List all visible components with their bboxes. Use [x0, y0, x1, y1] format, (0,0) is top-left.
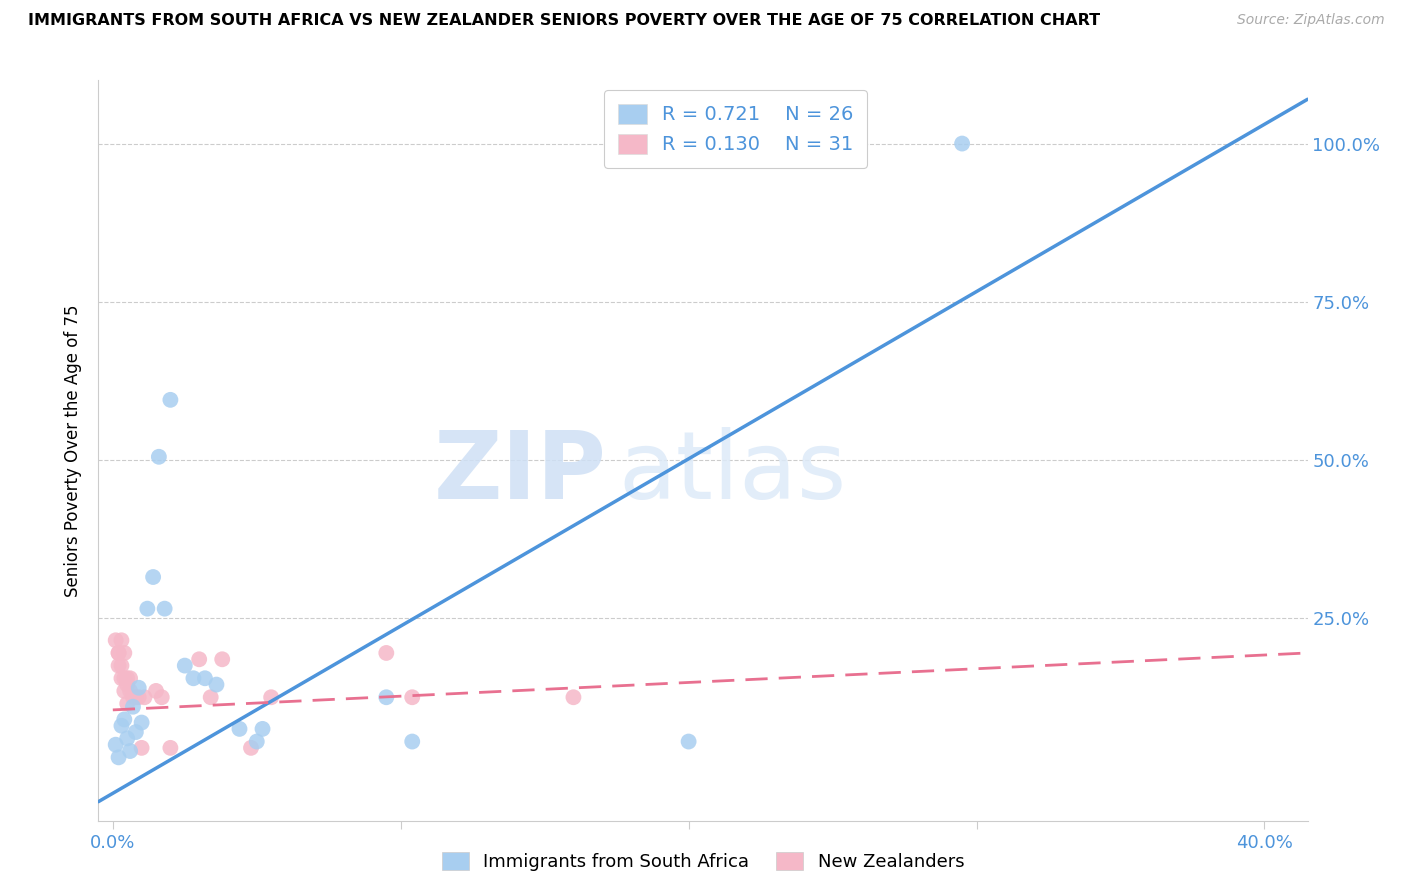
Point — [136, 601, 159, 615]
Point — [115, 677, 138, 691]
Point — [205, 677, 228, 691]
Point — [159, 740, 181, 755]
Point — [112, 712, 135, 726]
Text: Source: ZipAtlas.com: Source: ZipAtlas.com — [1237, 13, 1385, 28]
Point — [107, 646, 129, 660]
Point — [260, 690, 283, 705]
Point — [159, 392, 181, 407]
Point — [131, 715, 153, 730]
Point — [678, 734, 700, 748]
Point — [246, 734, 269, 748]
Point — [562, 690, 585, 705]
Point — [120, 744, 142, 758]
Point — [145, 684, 167, 698]
Point — [122, 699, 145, 714]
Point — [401, 690, 423, 705]
Point — [150, 690, 173, 705]
Point — [134, 690, 156, 705]
Point — [183, 671, 205, 685]
Point — [211, 652, 233, 666]
Point — [153, 601, 176, 615]
Point — [228, 722, 250, 736]
Point — [188, 652, 211, 666]
Point — [200, 690, 222, 705]
Point — [252, 722, 274, 736]
Point — [115, 697, 138, 711]
Text: ZIP: ZIP — [433, 426, 606, 518]
Point — [107, 646, 129, 660]
Point — [950, 136, 973, 151]
Point — [120, 671, 142, 685]
Point — [112, 646, 135, 660]
Legend: R = 0.721    N = 26, R = 0.130    N = 31: R = 0.721 N = 26, R = 0.130 N = 31 — [605, 90, 868, 168]
Point — [110, 633, 132, 648]
Point — [125, 725, 148, 739]
Point — [110, 719, 132, 733]
Point — [128, 681, 150, 695]
Point — [104, 738, 127, 752]
Point — [107, 750, 129, 764]
Legend: Immigrants from South Africa, New Zealanders: Immigrants from South Africa, New Zealan… — [434, 846, 972, 879]
Point — [112, 684, 135, 698]
Point — [120, 684, 142, 698]
Point — [173, 658, 195, 673]
Point — [131, 740, 153, 755]
Point — [375, 690, 398, 705]
Point — [148, 450, 170, 464]
Point — [112, 671, 135, 685]
Point — [115, 731, 138, 746]
Point — [375, 646, 398, 660]
Point — [142, 570, 165, 584]
Point — [128, 690, 150, 705]
Point — [125, 690, 148, 705]
Point — [240, 740, 263, 755]
Text: IMMIGRANTS FROM SOUTH AFRICA VS NEW ZEALANDER SENIORS POVERTY OVER THE AGE OF 75: IMMIGRANTS FROM SOUTH AFRICA VS NEW ZEAL… — [28, 13, 1101, 29]
Point — [110, 671, 132, 685]
Y-axis label: Seniors Poverty Over the Age of 75: Seniors Poverty Over the Age of 75 — [65, 304, 83, 597]
Point — [104, 633, 127, 648]
Point — [401, 734, 423, 748]
Text: atlas: atlas — [619, 426, 846, 518]
Point — [194, 671, 217, 685]
Point — [110, 658, 132, 673]
Point — [122, 690, 145, 705]
Point — [115, 671, 138, 685]
Point — [107, 658, 129, 673]
